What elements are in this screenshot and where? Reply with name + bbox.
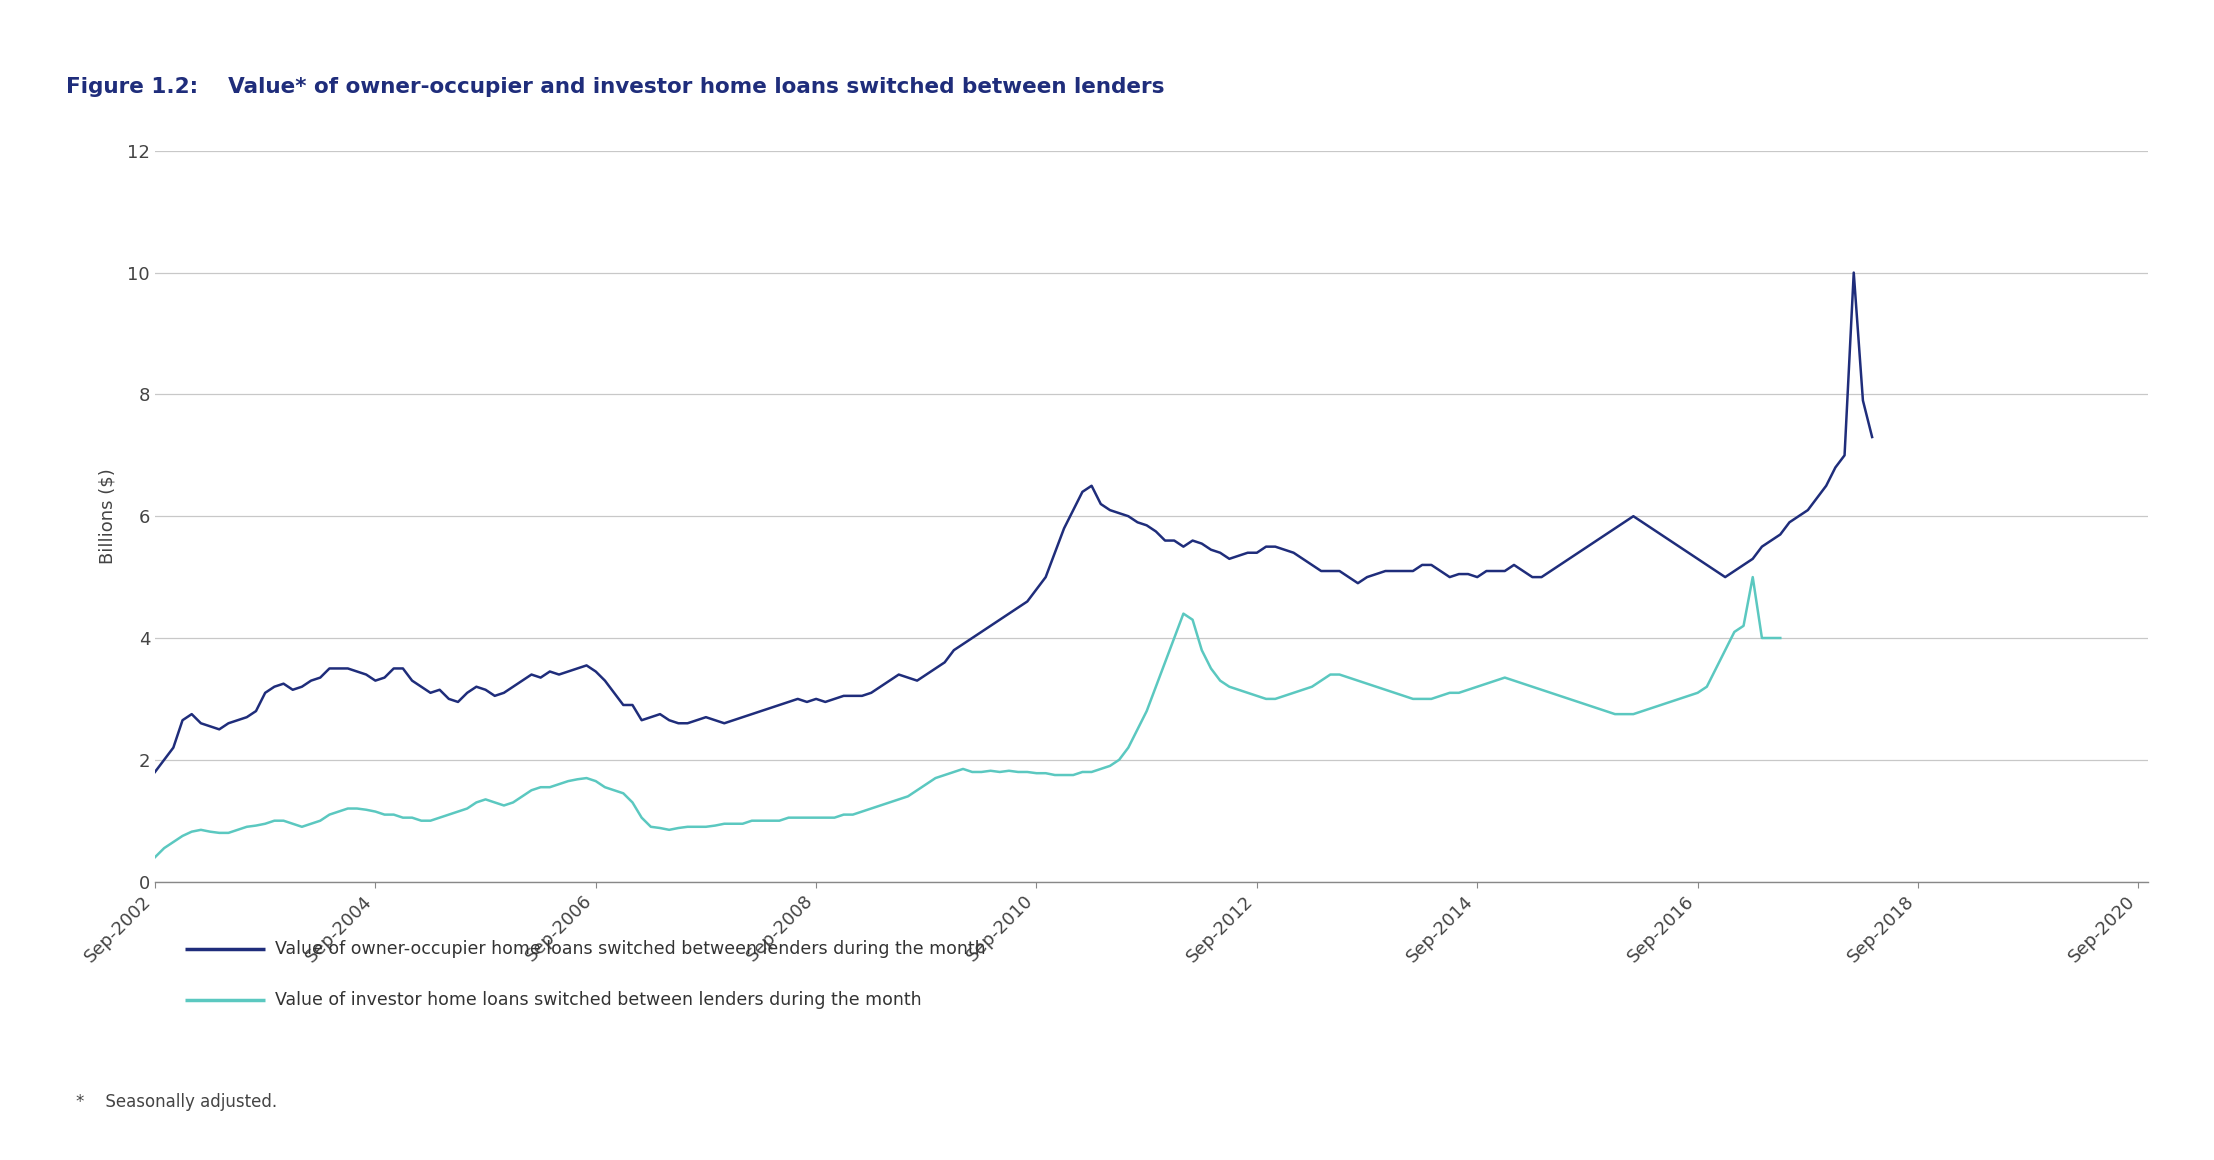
Text: Value of investor home loans switched between lenders during the month: Value of investor home loans switched be… (275, 991, 921, 1009)
Text: Value of owner-occupier home loans switched between lenders during the month: Value of owner-occupier home loans switc… (275, 940, 985, 958)
Point (250, 942, 277, 956)
Text: *    Seasonally adjusted.: * Seasonally adjusted. (75, 1093, 277, 1111)
Point (250, 993, 277, 1007)
Point (173, 993, 199, 1007)
Y-axis label: Billions ($): Billions ($) (97, 469, 115, 564)
Point (173, 942, 199, 956)
Text: Figure 1.2:    Value* of owner-occupier and investor home loans switched between: Figure 1.2: Value* of owner-occupier and… (66, 77, 1165, 97)
